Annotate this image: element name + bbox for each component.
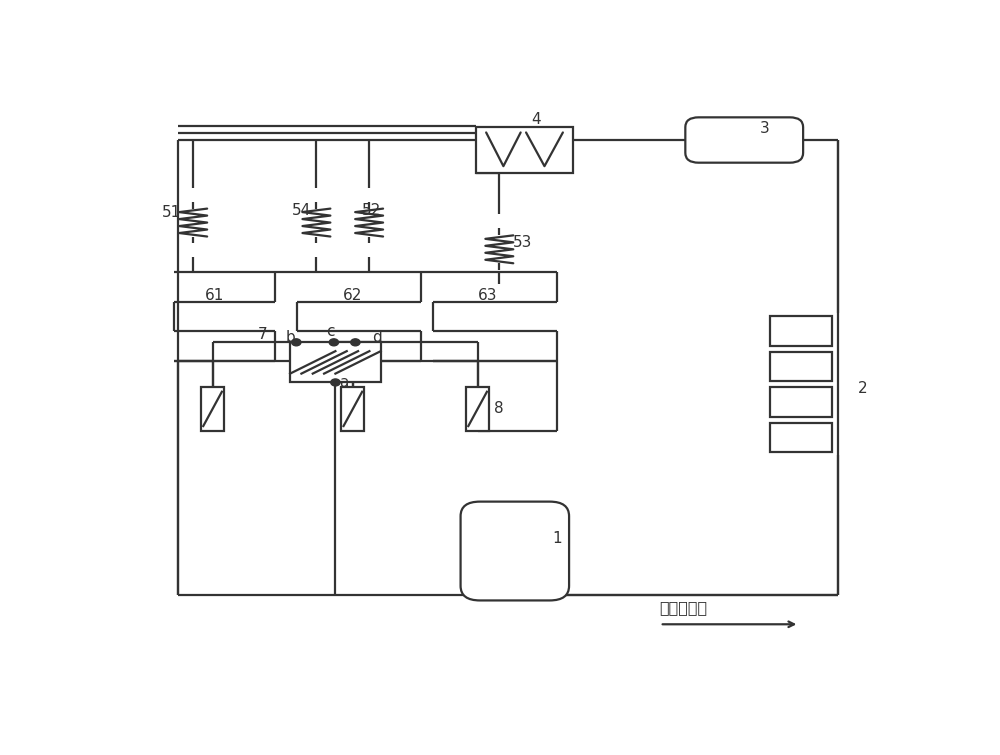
Bar bbox=[290, 342, 381, 383]
Text: d: d bbox=[372, 330, 382, 345]
Text: 62: 62 bbox=[342, 288, 362, 303]
Text: 61: 61 bbox=[204, 288, 224, 303]
Text: 4: 4 bbox=[531, 112, 541, 127]
Text: 1: 1 bbox=[552, 531, 561, 546]
Circle shape bbox=[292, 339, 301, 346]
Bar bbox=[476, 127, 573, 173]
Bar bbox=[770, 423, 832, 452]
Text: 63: 63 bbox=[478, 288, 497, 303]
Text: 7: 7 bbox=[258, 327, 268, 342]
Bar bbox=[201, 387, 224, 430]
Circle shape bbox=[331, 379, 340, 386]
Text: a: a bbox=[339, 375, 348, 390]
Text: 制冷剂流向: 制冷剂流向 bbox=[660, 600, 708, 615]
Bar bbox=[341, 387, 364, 430]
Circle shape bbox=[351, 339, 360, 346]
Text: 51: 51 bbox=[162, 205, 181, 220]
Circle shape bbox=[329, 339, 339, 346]
FancyBboxPatch shape bbox=[685, 117, 803, 162]
Bar bbox=[770, 387, 832, 417]
Bar bbox=[770, 316, 832, 346]
Text: 2: 2 bbox=[858, 381, 868, 396]
FancyBboxPatch shape bbox=[461, 501, 569, 600]
Text: 54: 54 bbox=[292, 203, 311, 218]
Bar bbox=[770, 352, 832, 381]
Text: 52: 52 bbox=[362, 203, 381, 218]
Bar bbox=[466, 387, 489, 430]
Text: 3: 3 bbox=[760, 121, 769, 136]
Text: c: c bbox=[326, 325, 335, 339]
Text: b: b bbox=[285, 330, 295, 345]
Text: 8: 8 bbox=[494, 401, 503, 416]
Text: 53: 53 bbox=[513, 236, 532, 251]
